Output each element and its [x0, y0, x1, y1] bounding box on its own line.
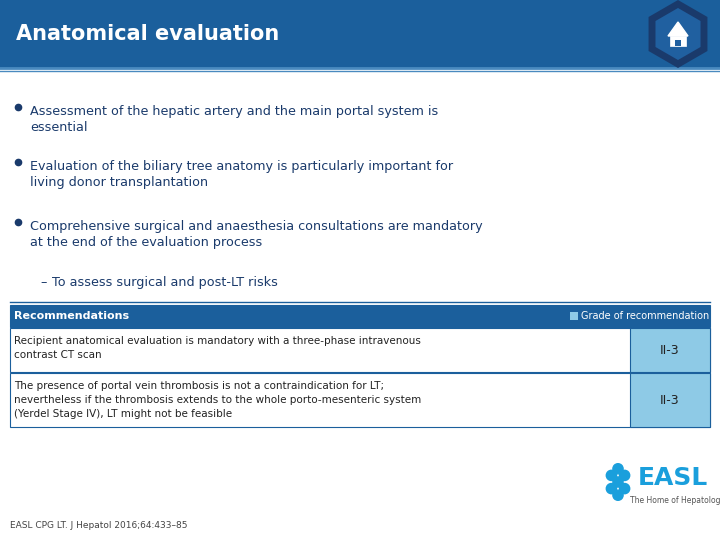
FancyBboxPatch shape: [570, 312, 578, 320]
Text: II-3: II-3: [660, 394, 680, 407]
Text: (Yerdel Stage IV), LT might not be feasible: (Yerdel Stage IV), LT might not be feasi…: [14, 409, 232, 419]
Text: living donor transplantation: living donor transplantation: [30, 176, 208, 189]
Text: Comprehensive surgical and anaesthesia consultations are mandatory: Comprehensive surgical and anaesthesia c…: [30, 220, 482, 233]
Text: Anatomical evaluation: Anatomical evaluation: [16, 24, 279, 44]
Text: Evaluation of the biliary tree anatomy is particularly important for: Evaluation of the biliary tree anatomy i…: [30, 160, 453, 173]
Text: contrast CT scan: contrast CT scan: [14, 350, 102, 360]
Circle shape: [606, 470, 616, 481]
Circle shape: [606, 483, 616, 494]
Text: nevertheless if the thrombosis extends to the whole porto-mesenteric system: nevertheless if the thrombosis extends t…: [14, 395, 421, 405]
FancyBboxPatch shape: [630, 328, 710, 372]
Text: The presence of portal vein thrombosis is not a contraindication for LT;: The presence of portal vein thrombosis i…: [14, 381, 384, 391]
Text: Recipient anatomical evaluation is mandatory with a three-phase intravenous: Recipient anatomical evaluation is manda…: [14, 336, 421, 346]
Text: essential: essential: [30, 121, 88, 134]
FancyBboxPatch shape: [10, 328, 710, 372]
Circle shape: [619, 470, 630, 481]
Text: To assess surgical and post-LT risks: To assess surgical and post-LT risks: [52, 276, 278, 289]
Text: Recommendations: Recommendations: [14, 311, 129, 321]
Text: –: –: [40, 276, 46, 289]
Text: II-3: II-3: [660, 343, 680, 356]
Circle shape: [613, 490, 623, 500]
FancyBboxPatch shape: [10, 373, 710, 427]
Polygon shape: [668, 22, 688, 36]
Text: Grade of recommendation: Grade of recommendation: [581, 311, 709, 321]
Text: EASL: EASL: [638, 466, 708, 490]
FancyBboxPatch shape: [0, 0, 720, 68]
FancyBboxPatch shape: [10, 305, 710, 327]
Circle shape: [619, 483, 630, 494]
Text: The Home of Hepatology: The Home of Hepatology: [630, 496, 720, 505]
Text: at the end of the evaluation process: at the end of the evaluation process: [30, 236, 262, 249]
Circle shape: [613, 464, 623, 474]
Text: EASL CPG LT. J Hepatol 2016;64:433–85: EASL CPG LT. J Hepatol 2016;64:433–85: [10, 521, 187, 530]
FancyBboxPatch shape: [630, 373, 710, 427]
Text: Assessment of the hepatic artery and the main portal system is: Assessment of the hepatic artery and the…: [30, 105, 438, 118]
Polygon shape: [655, 8, 701, 60]
Circle shape: [613, 477, 623, 487]
Polygon shape: [649, 0, 708, 68]
FancyBboxPatch shape: [675, 40, 681, 46]
FancyBboxPatch shape: [670, 36, 686, 46]
